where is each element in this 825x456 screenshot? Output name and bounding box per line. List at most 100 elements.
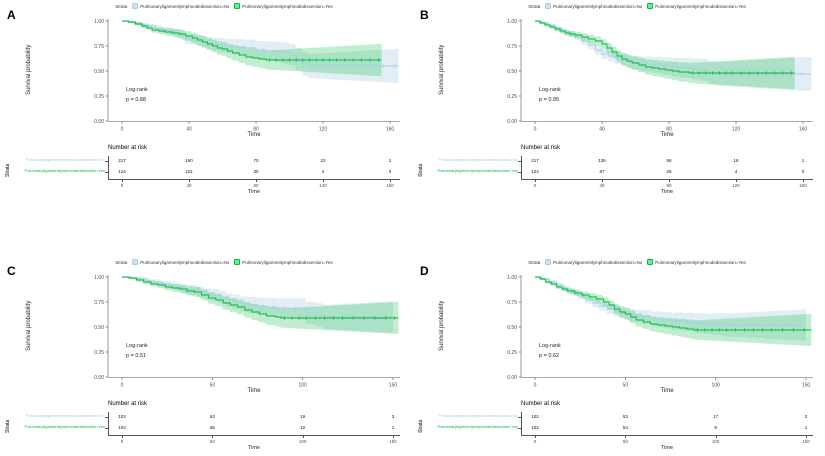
risk-axis-tick xyxy=(803,179,804,182)
legend-title: Strata xyxy=(115,259,128,265)
legend-label: Pulmonaryligamentlymphnodedissection=Yes xyxy=(655,259,746,265)
risk-tick-label: 120 xyxy=(732,182,740,188)
risk-count: 70 xyxy=(253,158,259,163)
y-tick-label: 0.75 xyxy=(94,300,104,306)
risk-count: 136 xyxy=(598,158,606,163)
confidence-band xyxy=(535,21,812,91)
x-tick-label: 100 xyxy=(298,383,307,389)
risk-row-tick xyxy=(518,428,521,429)
confidence-bands xyxy=(122,21,399,83)
risk-tick-label: 80 xyxy=(253,182,259,188)
x-tick-label: 50 xyxy=(210,383,216,389)
legend-swatch-icon xyxy=(545,259,552,265)
logrank-label: Log-rank xyxy=(126,87,148,93)
risk-count: 102 xyxy=(531,425,539,430)
risk-row-label: Pulmonaryligamentlymphnodedissection=No xyxy=(438,413,518,418)
y-tick-label: 0.00 xyxy=(507,119,517,125)
x-axis-title: Time xyxy=(660,132,674,138)
y-tick-label: 0.25 xyxy=(94,94,104,100)
legend-item: Pulmonaryligamentlymphnodedissection=No xyxy=(545,259,642,265)
risk-row-tick xyxy=(105,161,108,162)
risk-count: 87 xyxy=(599,169,605,174)
x-axis-title: Time xyxy=(247,388,261,394)
y-axis-title: Survival probability xyxy=(26,44,32,95)
x-tick-label: 150 xyxy=(802,383,811,389)
risk-row-label: Pulmonaryligamentlymphnodedissection=Yes xyxy=(24,424,105,429)
risk-count: 4 xyxy=(734,169,738,174)
survival-curve xyxy=(122,276,393,318)
y-tick-label: 0.00 xyxy=(94,375,104,381)
legend: Strata Pulmonaryligamentlymphnodedissecti… xyxy=(40,257,408,267)
risk-count: 102 xyxy=(118,414,126,419)
risk-count: 17 xyxy=(713,414,719,419)
confidence-band xyxy=(122,21,399,83)
x-tick-label: 50 xyxy=(623,383,629,389)
y-tick-label: 0.00 xyxy=(507,375,517,381)
survival-plot: 1.00 0.75 0.50 0.25 0.00 0 50 100 150 xyxy=(94,275,400,389)
x-tick-label: 0 xyxy=(534,127,537,133)
survival-plot: 1.00 0.75 0.50 0.25 0.00 0 50 100 150 xyxy=(507,275,813,389)
risk-count: 54 xyxy=(622,425,628,430)
risk-table-axis xyxy=(521,412,522,435)
y-axis-title: Survival probability xyxy=(439,300,445,351)
risk-row-label: Pulmonaryligamentlymphnodedissection=Yes xyxy=(437,424,518,429)
risk-x-axis xyxy=(521,179,813,180)
risk-count: 217 xyxy=(531,158,539,163)
risk-table-axis xyxy=(521,156,522,179)
legend-swatch-icon xyxy=(545,3,552,9)
risk-tick-label: 0 xyxy=(120,438,124,444)
risk-tick-label: 80 xyxy=(666,182,672,188)
y-tick-label: 0.75 xyxy=(94,44,104,50)
strata-axis-title: Strata xyxy=(5,419,11,433)
risk-count: 217 xyxy=(118,158,126,163)
x-tick-label: 80 xyxy=(253,127,259,133)
legend-item: Pulmonaryligamentlymphnodedissection=Yes xyxy=(234,259,333,265)
logrank-p-value: p = 0.62 xyxy=(539,352,560,359)
y-axis-title: Survival probability xyxy=(26,300,32,351)
risk-count: 1 xyxy=(801,158,805,163)
logrank-label: Log-rank xyxy=(539,87,561,93)
risk-axis-tick xyxy=(535,435,536,438)
risk-table-axis xyxy=(108,412,109,435)
risk-row-tick xyxy=(105,172,108,173)
risk-row-label: Pulmonaryligamentlymphnodedissection=No xyxy=(438,157,518,162)
y-tick-label: 0.25 xyxy=(507,94,517,100)
legend-swatch-icon xyxy=(234,259,241,265)
risk-count: 102 xyxy=(118,425,126,430)
risk-count: 19 xyxy=(300,414,306,419)
risk-axis-tick xyxy=(189,179,190,182)
risk-tick-label: 50 xyxy=(209,438,215,444)
risk-row-label: Pulmonaryligamentlymphnodedissection=Yes xyxy=(24,168,105,173)
strata-axis-title: Strata xyxy=(418,419,424,433)
risk-axis-tick xyxy=(625,435,626,438)
risk-count: 26 xyxy=(666,169,672,174)
confidence-bands xyxy=(535,277,812,347)
x-axis-title: Time xyxy=(660,388,674,394)
legend-item: Pulmonaryligamentlymphnodedissection=No xyxy=(132,3,229,9)
legend-swatch-icon xyxy=(132,259,139,265)
risk-row-tick xyxy=(105,428,108,429)
legend-title: Strata xyxy=(528,259,541,265)
panel-letter: D xyxy=(420,264,429,278)
y-tick-label: 1.00 xyxy=(94,19,104,25)
risk-tick-label: 150 xyxy=(389,438,397,444)
x-tick-label: 80 xyxy=(666,127,672,133)
y-tick-label: 1.00 xyxy=(507,19,517,25)
survival-curve xyxy=(122,276,399,319)
legend: Strata Pulmonaryligamentlymphnodedissecti… xyxy=(453,1,821,11)
x-tick-label: 40 xyxy=(599,127,605,133)
risk-tick-label: 150 xyxy=(802,438,810,444)
x-tick-label: 0 xyxy=(534,383,537,389)
risk-row-label: Pulmonaryligamentlymphnodedissection=No xyxy=(25,157,105,162)
panel-D: D Strata Pulmonaryligamentlymphnodedissect… xyxy=(413,256,825,456)
legend-label: Pulmonaryligamentlymphnodedissection=Yes xyxy=(242,259,333,265)
risk-count: 3 xyxy=(391,414,395,419)
risk-x-axis xyxy=(108,179,400,180)
survival-curves xyxy=(535,20,812,76)
x-tick-label: 0 xyxy=(121,127,124,133)
risk-row-tick xyxy=(518,161,521,162)
logrank-p-value: p = 0.88 xyxy=(126,96,147,103)
risk-axis-tick xyxy=(736,179,737,182)
risk-x-axis-title: Time xyxy=(247,188,261,195)
y-axis-title: Survival probability xyxy=(439,44,445,95)
